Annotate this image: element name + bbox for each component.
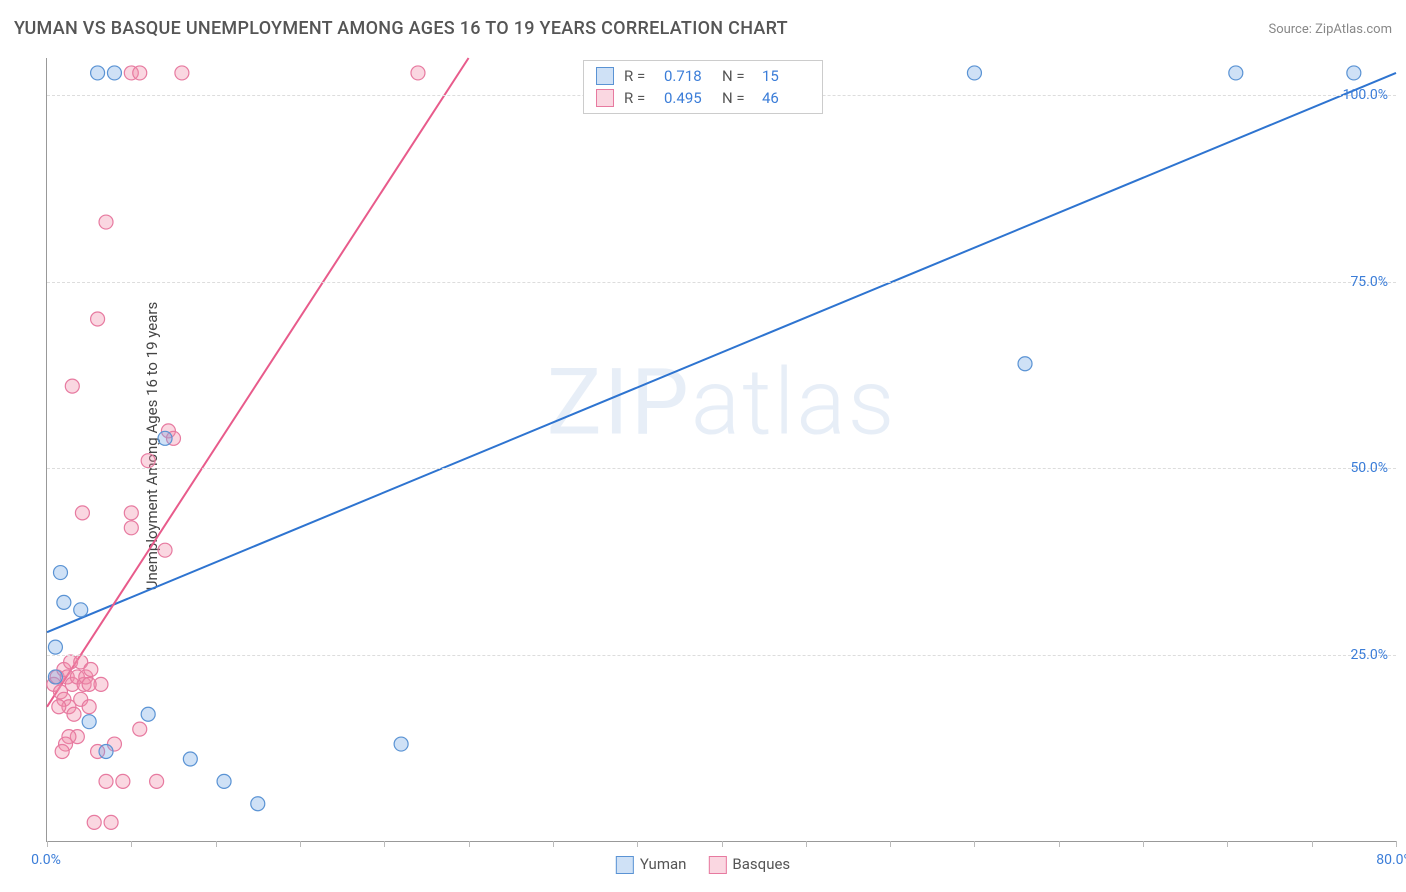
- data-point: [57, 595, 71, 609]
- x-tick: [637, 841, 638, 847]
- data-point: [48, 640, 62, 654]
- legend-r-value: 0.495: [664, 89, 712, 107]
- x-tick: [722, 841, 723, 847]
- legend-correlation: R = 0.718 N = 15 R = 0.495 N = 46: [583, 60, 823, 114]
- x-tick: [47, 841, 48, 847]
- data-point: [55, 745, 69, 759]
- data-point: [1229, 66, 1243, 80]
- data-point: [91, 312, 105, 326]
- data-point: [99, 215, 113, 229]
- x-tick: [216, 841, 217, 847]
- data-point: [67, 707, 81, 721]
- data-point: [84, 662, 98, 676]
- regression-line: [47, 58, 469, 707]
- legend-swatch: [596, 89, 614, 107]
- x-tick-label: 0.0%: [31, 852, 61, 868]
- data-point: [124, 506, 138, 520]
- data-point: [411, 66, 425, 80]
- legend-series: Yuman Basques: [616, 855, 790, 874]
- plot-area: ZIPatlas 25.0%50.0%75.0%100.0%: [46, 58, 1396, 842]
- data-point: [251, 797, 265, 811]
- y-tick-label: 100.0%: [1343, 87, 1388, 103]
- data-point: [87, 815, 101, 829]
- gridline: [47, 282, 1396, 283]
- gridline: [47, 655, 1396, 656]
- data-point: [183, 752, 197, 766]
- data-point: [1018, 357, 1032, 371]
- regression-line: [47, 73, 1396, 632]
- data-point: [133, 722, 147, 736]
- x-tick: [1059, 841, 1060, 847]
- legend-r-label: R =: [624, 89, 654, 107]
- data-point: [82, 715, 96, 729]
- source-attribution: Source: ZipAtlas.com: [1268, 22, 1392, 37]
- data-point: [82, 677, 96, 691]
- x-tick: [300, 841, 301, 847]
- y-tick-label: 25.0%: [1350, 647, 1388, 663]
- data-point: [158, 543, 172, 557]
- legend-label: Basques: [732, 855, 790, 873]
- data-point: [1347, 66, 1361, 80]
- data-point: [116, 774, 130, 788]
- data-point: [91, 66, 105, 80]
- x-tick-label: 80.0%: [1376, 852, 1406, 868]
- data-point: [65, 379, 79, 393]
- legend-item: Yuman: [616, 855, 687, 874]
- legend-row: R = 0.718 N = 15: [596, 65, 810, 87]
- legend-n-label: N =: [722, 67, 752, 85]
- data-point: [52, 700, 66, 714]
- gridline: [47, 468, 1396, 469]
- legend-swatch: [616, 856, 634, 874]
- legend-item: Basques: [708, 855, 790, 874]
- x-tick: [131, 841, 132, 847]
- data-point: [99, 745, 113, 759]
- data-point: [124, 521, 138, 535]
- data-point: [75, 506, 89, 520]
- chart-svg: [47, 58, 1396, 841]
- legend-n-label: N =: [722, 89, 752, 107]
- legend-r-label: R =: [624, 67, 654, 85]
- data-point: [107, 66, 121, 80]
- chart-title: YUMAN VS BASQUE UNEMPLOYMENT AMONG AGES …: [14, 18, 788, 39]
- legend-row: R = 0.495 N = 46: [596, 87, 810, 109]
- legend-swatch: [596, 67, 614, 85]
- data-point: [150, 774, 164, 788]
- data-point: [158, 431, 172, 445]
- data-point: [133, 66, 147, 80]
- data-point: [99, 774, 113, 788]
- data-point: [104, 815, 118, 829]
- x-tick: [384, 841, 385, 847]
- y-tick-label: 75.0%: [1350, 274, 1388, 290]
- legend-label: Yuman: [640, 855, 687, 873]
- data-point: [217, 774, 231, 788]
- x-tick: [1227, 841, 1228, 847]
- legend-swatch: [708, 856, 726, 874]
- data-point: [82, 700, 96, 714]
- data-point: [48, 670, 62, 684]
- legend-n-value: 15: [762, 67, 810, 85]
- x-tick: [890, 841, 891, 847]
- data-point: [967, 66, 981, 80]
- x-tick: [974, 841, 975, 847]
- x-tick: [553, 841, 554, 847]
- data-point: [394, 737, 408, 751]
- x-tick: [1143, 841, 1144, 847]
- x-tick: [469, 841, 470, 847]
- x-tick: [1396, 841, 1397, 847]
- data-point: [53, 566, 67, 580]
- legend-n-value: 46: [762, 89, 810, 107]
- data-point: [141, 454, 155, 468]
- x-tick: [806, 841, 807, 847]
- data-point: [74, 603, 88, 617]
- legend-r-value: 0.718: [664, 67, 712, 85]
- y-tick-label: 50.0%: [1350, 460, 1388, 476]
- data-point: [141, 707, 155, 721]
- data-point: [175, 66, 189, 80]
- x-tick: [1312, 841, 1313, 847]
